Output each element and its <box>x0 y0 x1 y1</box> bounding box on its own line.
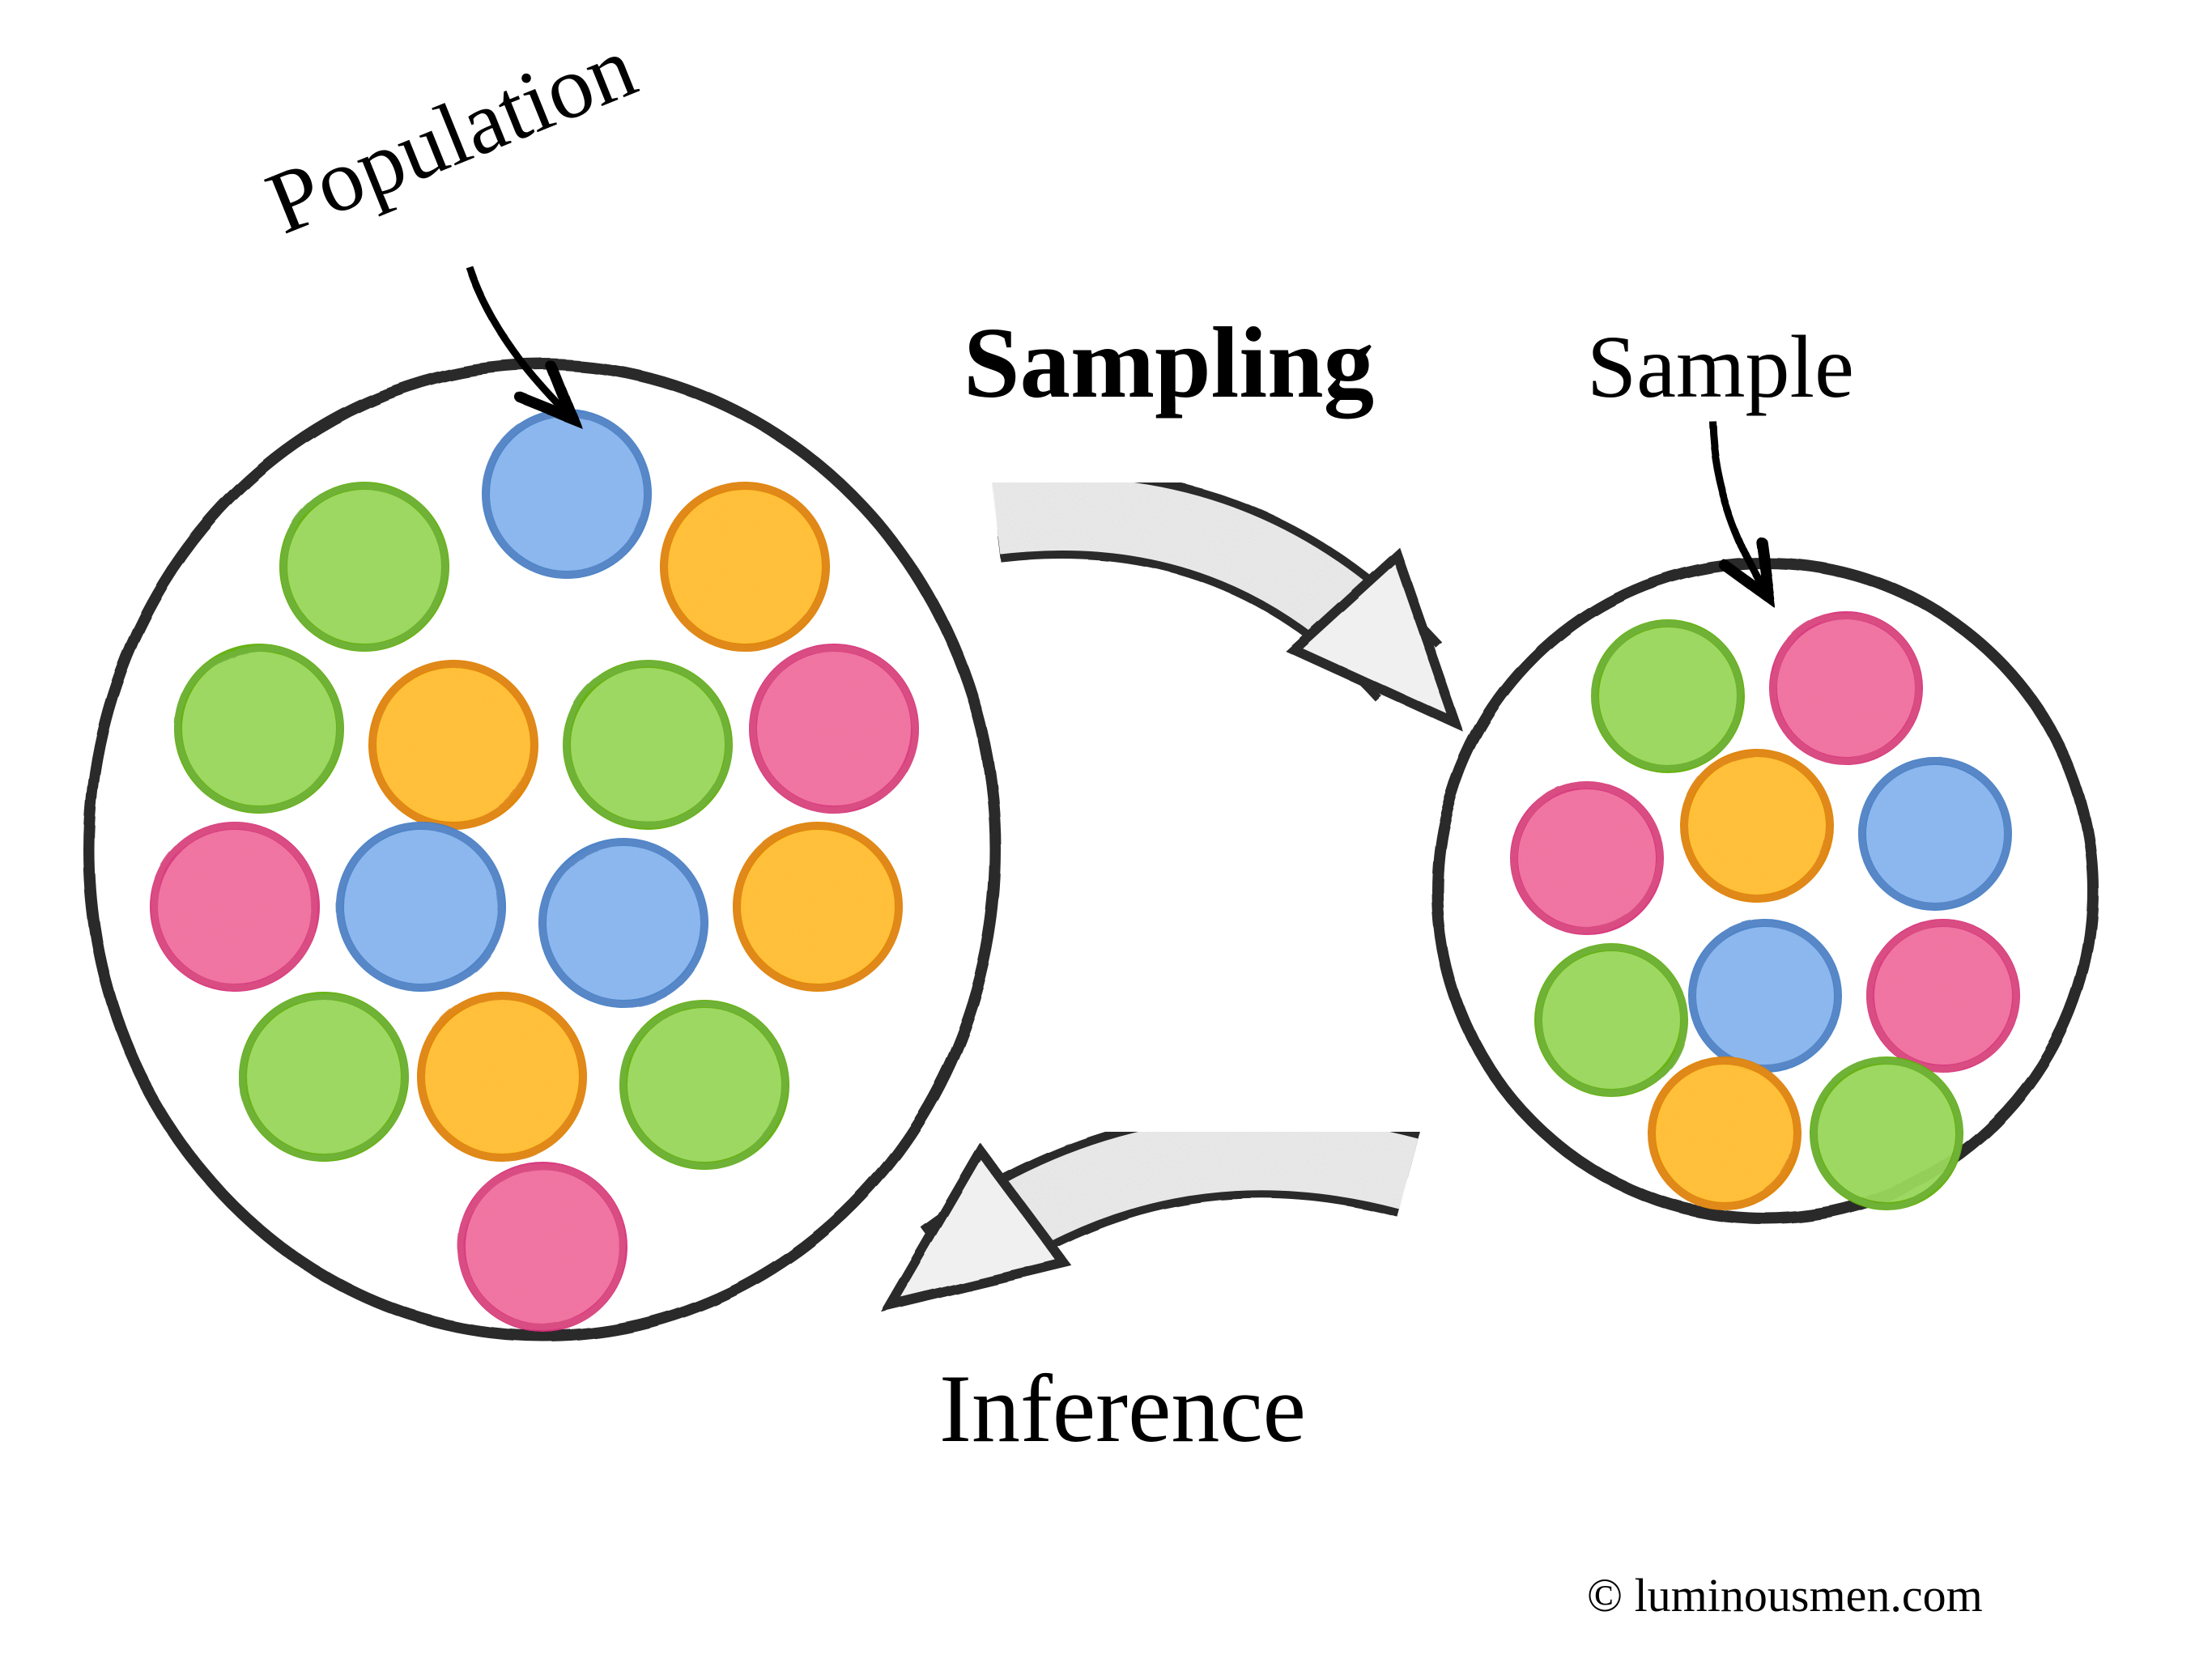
inference-label: Inference <box>939 1354 1306 1462</box>
population-label: Population <box>253 17 649 253</box>
diagram-canvas: Population Sampling Sample Inference © lumin… <box>0 0 2212 1658</box>
credit-label: © luminousmen.com <box>1587 1569 1983 1622</box>
sample-label: Sample <box>1587 317 1854 416</box>
sampling-label: Sampling <box>963 308 1374 419</box>
